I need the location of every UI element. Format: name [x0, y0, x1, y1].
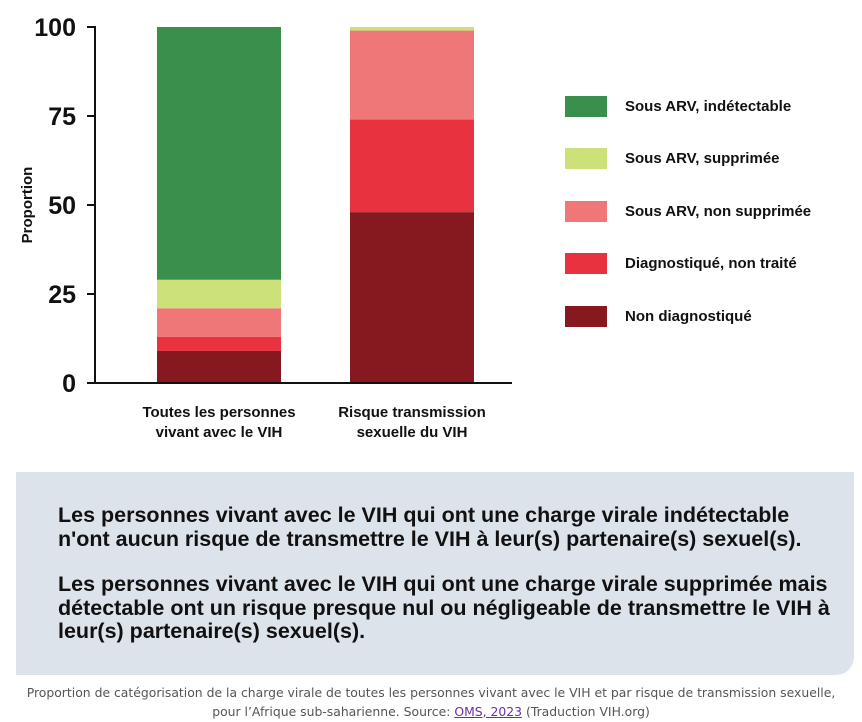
bars-group	[157, 27, 474, 383]
bar-segment-sous-arv-non-supprimee-2	[350, 30, 474, 120]
y-tick-label-100: 100	[34, 14, 76, 42]
axes-group: 0 25 50 75 100 Proportion Toutes les personnes…	[19, 14, 512, 441]
bar-segment-diagnostique-non-traite-2	[350, 119, 474, 213]
y-tick-label-75: 75	[48, 103, 76, 131]
x-category-label-2-line-1: Risque transmission	[338, 404, 486, 421]
bar-segment-sous-arv-supprimee-1	[157, 279, 281, 309]
stacked-bar-chart: 0 25 50 75 100 Proportion Toutes les personnes…	[19, 14, 512, 441]
legend-label-non-diagnostique: Non diagnostiqué	[625, 307, 752, 325]
bar-segment-non-diagnostique-2	[350, 212, 474, 383]
x-category-label-1-line-2: vivant avec le VIH	[156, 424, 283, 441]
legend-swatch-sous-arv-supprimee	[565, 148, 607, 169]
legend-label-sous-arv-non-supprimee: Sous ARV, non supprimée	[625, 202, 812, 220]
legend-swatch-sous-arv-indetectable	[565, 95, 607, 117]
bar-segment-non-diagnostique-1	[157, 350, 281, 383]
info-paragraph-undetectable: Les personnes vivant avec le VIH qui ont…	[58, 503, 802, 551]
legend-item-sous-arv-indetectable: Sous ARV, indétectable	[565, 94, 791, 118]
legend-swatch-diagnostique-non-traite	[565, 253, 607, 274]
legend-label-sous-arv-supprimee: Sous ARV, supprimée	[625, 150, 780, 167]
caption-line-2-prefix: pour l’Afrique sub-saharienne. Source:	[212, 703, 455, 719]
legend-swatch-sous-arv-non-supprimee	[565, 200, 607, 222]
x-category-label-1-line-1: Toutes les personnes	[142, 404, 295, 421]
y-tick-label-50: 50	[48, 192, 76, 220]
bar-segment-diagnostique-non-traite-1	[157, 336, 281, 351]
x-category-label-2-line-2: sexuelle du VIH	[357, 424, 468, 441]
legend-swatch-non-diagnostique	[565, 305, 607, 327]
legend-item-non-diagnostique: Non diagnostiqué	[565, 304, 752, 328]
legend-item-sous-arv-non-supprimee: Sous ARV, non supprimée	[565, 199, 811, 223]
figure-caption: Proportion de catégorisation de la charg…	[0, 684, 862, 721]
source-link[interactable]: OMS, 2023	[454, 703, 523, 719]
legend-item-sous-arv-supprimee: Sous ARV, supprimée	[565, 147, 780, 171]
y-tick-label-25: 25	[48, 281, 76, 309]
caption-line-1: Proportion de catégorisation de la charg…	[26, 685, 836, 700]
y-axis-title: Proportion	[19, 167, 36, 244]
caption-line-2-suffix: (Traduction VIH.org)	[522, 703, 650, 719]
bar-segment-sous-arv-indetectable-1	[157, 27, 281, 280]
info-paragraph-suppressed: Les personnes vivant avec le VIH qui ont…	[58, 572, 830, 643]
legend-item-diagnostique-non-traite: Diagnostiqué, non traité	[565, 252, 797, 276]
bar-segment-sous-arv-supprimee-2	[350, 27, 474, 31]
legend-label-diagnostique-non-traite: Diagnostiqué, non traité	[625, 255, 797, 272]
legend-label-sous-arv-indetectable: Sous ARV, indétectable	[625, 97, 792, 115]
info-box: Les personnes vivant avec le VIH qui ont…	[16, 472, 854, 675]
bar-segment-sous-arv-non-supprimee-1	[157, 308, 281, 337]
y-tick-label-0: 0	[62, 370, 76, 398]
